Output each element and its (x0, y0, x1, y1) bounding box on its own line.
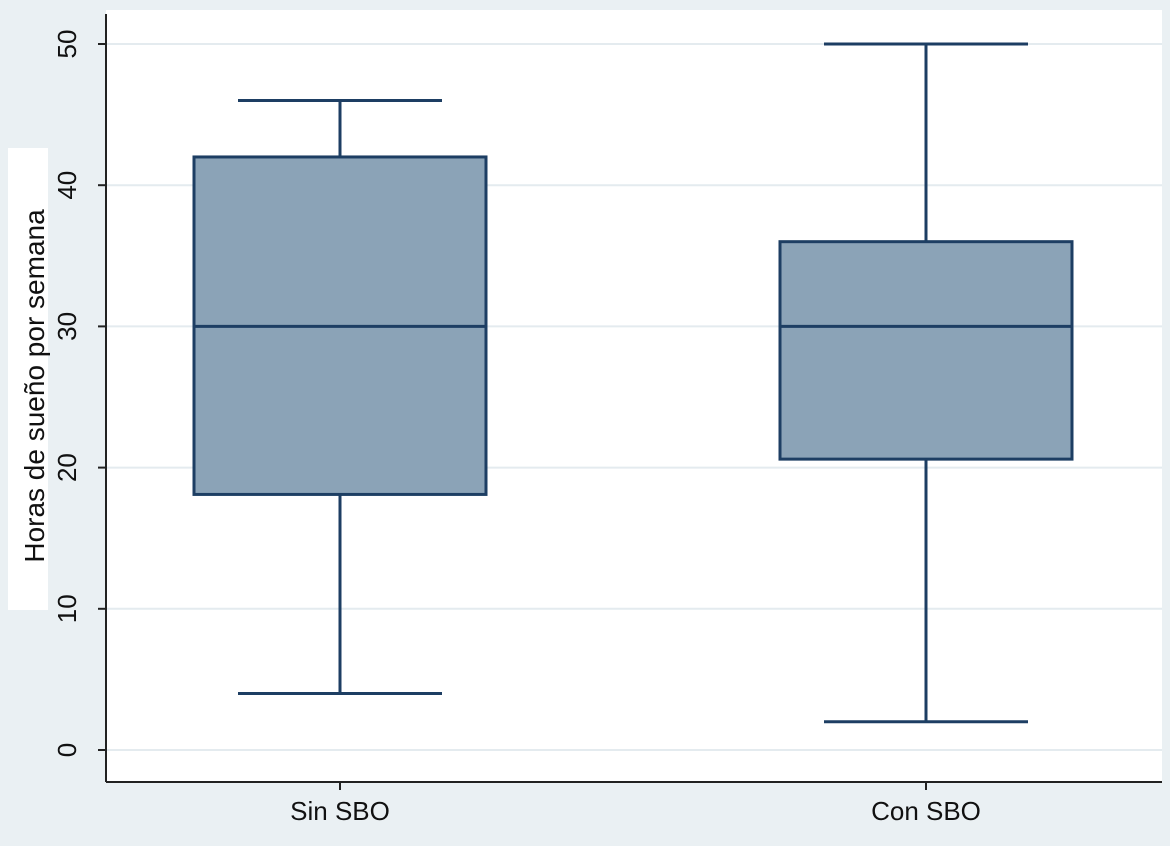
x-tick-label-1: Con SBO (871, 796, 981, 826)
y-tick-label-20: 20 (52, 453, 82, 482)
box-0 (192, 98, 488, 696)
y-axis-title-background (8, 148, 48, 610)
box-1 (778, 42, 1074, 724)
y-axis-title: Horas de sueño por semana (19, 209, 50, 563)
y-tick-label-50: 50 (52, 30, 82, 59)
iqr-box (778, 240, 1074, 461)
y-tick-label-30: 30 (52, 312, 82, 341)
x-tick-label-0: Sin SBO (290, 796, 390, 826)
x-axis-ticks: Sin SBO Con SBO (290, 782, 981, 826)
box-series (192, 42, 1074, 724)
y-tick-label-40: 40 (52, 171, 82, 200)
y-axis-ticks: 0 10 20 30 40 50 (52, 30, 106, 757)
y-tick-label-10: 10 (52, 594, 82, 623)
y-tick-label-0: 0 (52, 743, 82, 757)
